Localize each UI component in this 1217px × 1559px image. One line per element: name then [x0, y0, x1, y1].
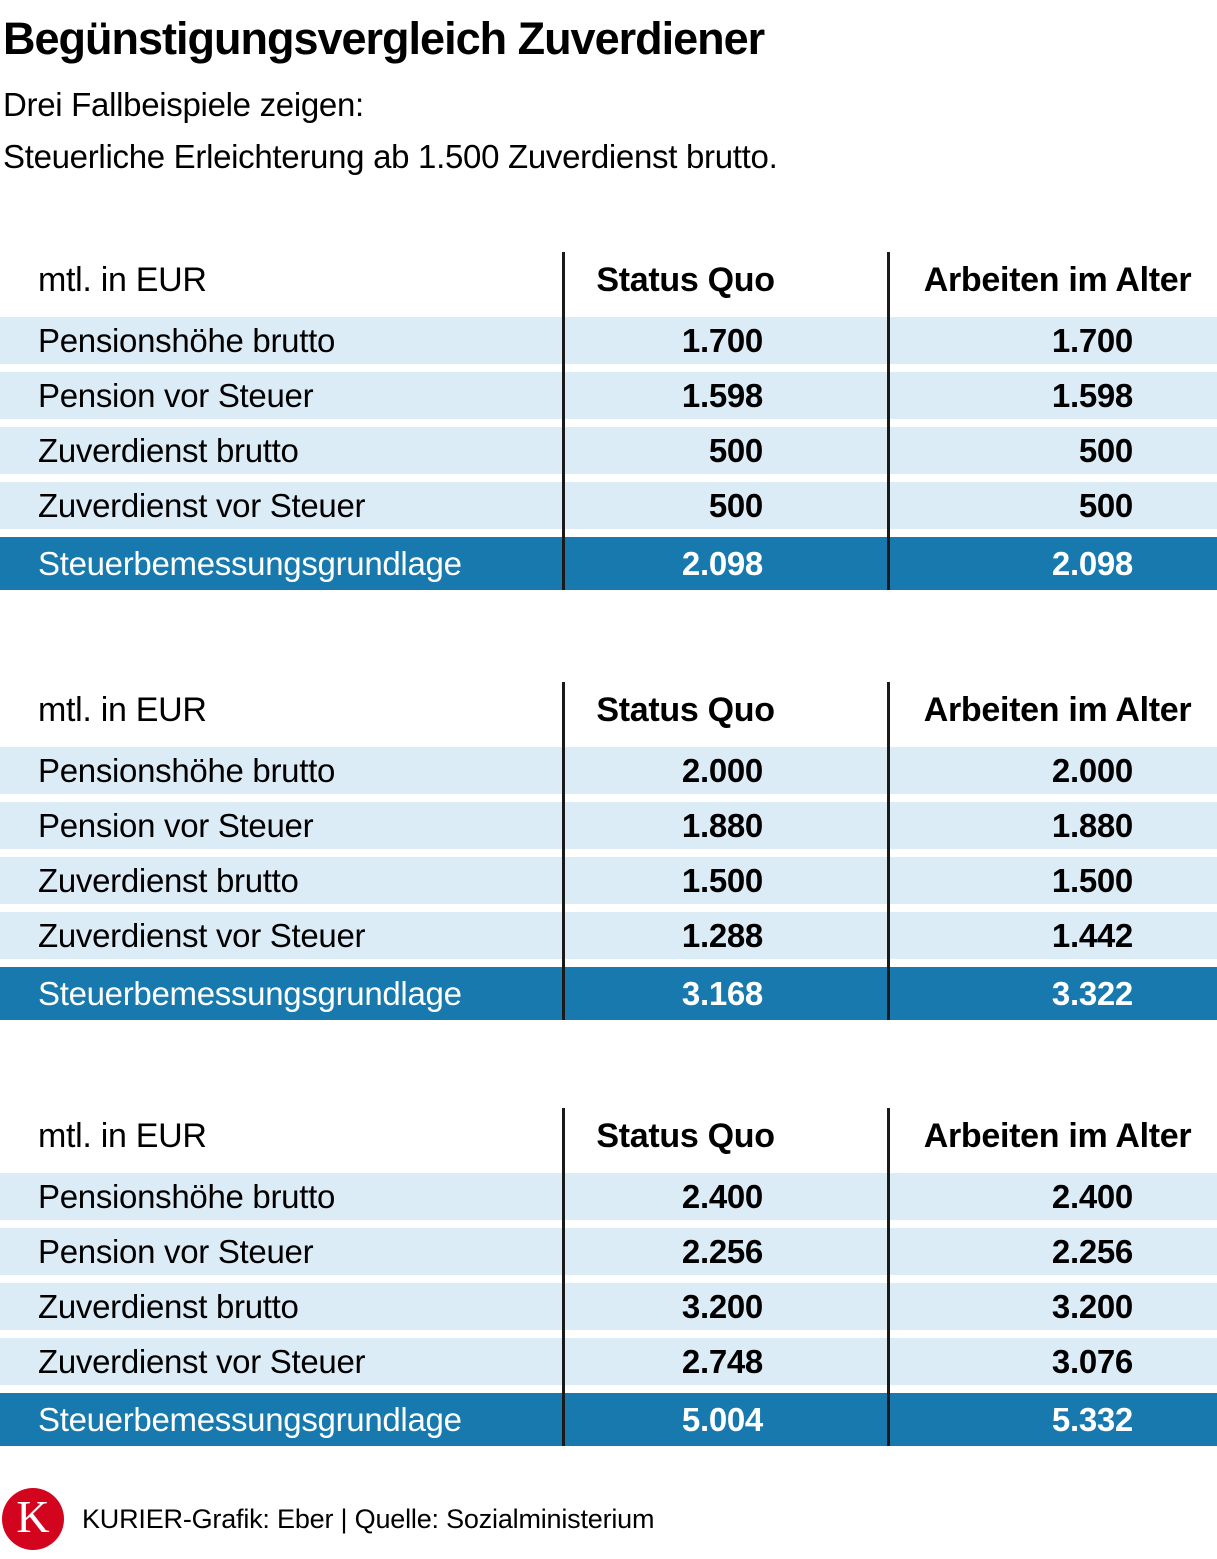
- row-steuerbemessungsgrundlage: Steuerbemessungsgrundlage 2.098 2.098: [0, 537, 1217, 591]
- value-status-quo: 1.288: [681, 916, 763, 954]
- row-pension-vor-steuer: Pension vor Steuer 1.880 1.880: [0, 802, 1217, 850]
- kurier-logo: K: [2, 1488, 64, 1551]
- value-status-quo: 5.004: [681, 1400, 763, 1438]
- table-header-row: mtl. in EUR Status Quo Arbeiten im Alter: [0, 1108, 1217, 1165]
- value-arbeiten-im-alter: 3.076: [1051, 1342, 1133, 1380]
- subtitle-line-2: Steuerliche Erleichterung ab 1.500 Zuver…: [3, 137, 778, 175]
- row-label: Pensionshöhe brutto: [38, 1177, 336, 1215]
- column-header-unit: mtl. in EUR: [38, 1117, 207, 1156]
- row-label: Pensionshöhe brutto: [38, 751, 336, 789]
- value-arbeiten-im-alter: 1.700: [1051, 321, 1133, 359]
- row-label: Steuerbemessungsgrundlage: [38, 974, 462, 1012]
- column-header-arbeiten-im-alter: Arbeiten im Alter: [923, 691, 1192, 730]
- row-label: Pension vor Steuer: [38, 806, 314, 844]
- table-header-row: mtl. in EUR Status Quo Arbeiten im Alter: [0, 682, 1217, 739]
- column-header-status-quo: Status Quo: [596, 1117, 775, 1156]
- value-status-quo: 1.700: [681, 321, 763, 359]
- value-arbeiten-im-alter: 2.256: [1051, 1232, 1133, 1270]
- header-block: Begünstigungsvergleich Zuverdiener Drei …: [0, 0, 1217, 174]
- value-status-quo: 500: [708, 431, 763, 469]
- row-steuerbemessungsgrundlage: Steuerbemessungsgrundlage 5.004 5.332: [0, 1393, 1217, 1447]
- row-label: Steuerbemessungsgrundlage: [38, 1400, 462, 1438]
- row-label: Zuverdienst vor Steuer: [38, 916, 366, 954]
- row-zuverdienst-brutto: Zuverdienst brutto 500 500: [0, 427, 1217, 475]
- value-status-quo: 2.256: [681, 1232, 763, 1270]
- case-table-1: mtl. in EUR Status Quo Arbeiten im Alter…: [0, 252, 1217, 591]
- column-header-arbeiten-im-alter: Arbeiten im Alter: [923, 261, 1192, 300]
- value-arbeiten-im-alter: 2.000: [1051, 751, 1133, 789]
- row-label: Zuverdienst brutto: [38, 431, 299, 469]
- value-arbeiten-im-alter: 3.200: [1051, 1287, 1133, 1325]
- column-divider: [562, 1108, 565, 1447]
- row-zuverdienst-vor-steuer: Zuverdienst vor Steuer 500 500: [0, 482, 1217, 530]
- row-label: Zuverdienst vor Steuer: [38, 486, 366, 524]
- footer: K KURIER-Grafik: Eber | Quelle: Sozialmi…: [0, 1488, 1217, 1551]
- row-label: Pensionshöhe brutto: [38, 321, 336, 359]
- column-divider: [887, 682, 890, 1021]
- row-label: Zuverdienst vor Steuer: [38, 1342, 366, 1380]
- row-label: Pension vor Steuer: [38, 376, 314, 414]
- page-title: Begünstigungsvergleich Zuverdiener: [3, 13, 765, 64]
- value-status-quo: 3.168: [681, 974, 763, 1012]
- case-table-2: mtl. in EUR Status Quo Arbeiten im Alter…: [0, 682, 1217, 1021]
- row-pension-vor-steuer: Pension vor Steuer 1.598 1.598: [0, 372, 1217, 420]
- value-arbeiten-im-alter: 3.322: [1051, 974, 1133, 1012]
- value-arbeiten-im-alter: 2.400: [1051, 1177, 1133, 1215]
- column-divider: [887, 1108, 890, 1447]
- row-pension-vor-steuer: Pension vor Steuer 2.256 2.256: [0, 1228, 1217, 1276]
- subtitle-line-1: Drei Fallbeispiele zeigen:: [3, 86, 364, 123]
- value-status-quo: 1.500: [681, 861, 763, 899]
- row-zuverdienst-brutto: Zuverdienst brutto 1.500 1.500: [0, 857, 1217, 905]
- column-header-status-quo: Status Quo: [596, 261, 775, 300]
- value-status-quo: 1.598: [681, 376, 763, 414]
- value-arbeiten-im-alter: 2.098: [1051, 544, 1133, 582]
- value-status-quo: 1.880: [681, 806, 763, 844]
- value-arbeiten-im-alter: 5.332: [1051, 1400, 1133, 1438]
- row-label: Pension vor Steuer: [38, 1232, 314, 1270]
- value-arbeiten-im-alter: 1.880: [1051, 806, 1133, 844]
- row-pensionshoehe-brutto: Pensionshöhe brutto 1.700 1.700: [0, 317, 1217, 365]
- row-zuverdienst-brutto: Zuverdienst brutto 3.200 3.200: [0, 1283, 1217, 1331]
- row-pensionshoehe-brutto: Pensionshöhe brutto 2.000 2.000: [0, 747, 1217, 795]
- credit-source-line: KURIER-Grafik: Eber | Quelle: Sozialmini…: [82, 1503, 655, 1534]
- value-status-quo: 2.000: [681, 751, 763, 789]
- row-zuverdienst-vor-steuer: Zuverdienst vor Steuer 2.748 3.076: [0, 1338, 1217, 1386]
- value-arbeiten-im-alter: 1.442: [1051, 916, 1133, 954]
- column-header-status-quo: Status Quo: [596, 691, 775, 730]
- row-label: Steuerbemessungsgrundlage: [38, 544, 462, 582]
- value-status-quo: 2.098: [681, 544, 763, 582]
- row-label: Zuverdienst brutto: [38, 1287, 299, 1325]
- column-header-unit: mtl. in EUR: [38, 691, 207, 730]
- value-arbeiten-im-alter: 1.598: [1051, 376, 1133, 414]
- row-zuverdienst-vor-steuer: Zuverdienst vor Steuer 1.288 1.442: [0, 912, 1217, 960]
- case-table-3: mtl. in EUR Status Quo Arbeiten im Alter…: [0, 1108, 1217, 1447]
- column-header-arbeiten-im-alter: Arbeiten im Alter: [923, 1117, 1192, 1156]
- column-divider: [562, 252, 565, 591]
- table-header-row: mtl. in EUR Status Quo Arbeiten im Alter: [0, 252, 1217, 309]
- row-label: Zuverdienst brutto: [38, 861, 299, 899]
- column-divider: [562, 682, 565, 1021]
- value-status-quo: 2.400: [681, 1177, 763, 1215]
- column-header-unit: mtl. in EUR: [38, 261, 207, 300]
- value-arbeiten-im-alter: 500: [1078, 486, 1133, 524]
- kurier-logo-letter: K: [16, 1491, 50, 1543]
- column-divider: [887, 252, 890, 591]
- value-arbeiten-im-alter: 1.500: [1051, 861, 1133, 899]
- row-pensionshoehe-brutto: Pensionshöhe brutto 2.400 2.400: [0, 1173, 1217, 1221]
- row-steuerbemessungsgrundlage: Steuerbemessungsgrundlage 3.168 3.322: [0, 967, 1217, 1021]
- value-arbeiten-im-alter: 500: [1078, 431, 1133, 469]
- value-status-quo: 500: [708, 486, 763, 524]
- value-status-quo: 3.200: [681, 1287, 763, 1325]
- value-status-quo: 2.748: [681, 1342, 763, 1380]
